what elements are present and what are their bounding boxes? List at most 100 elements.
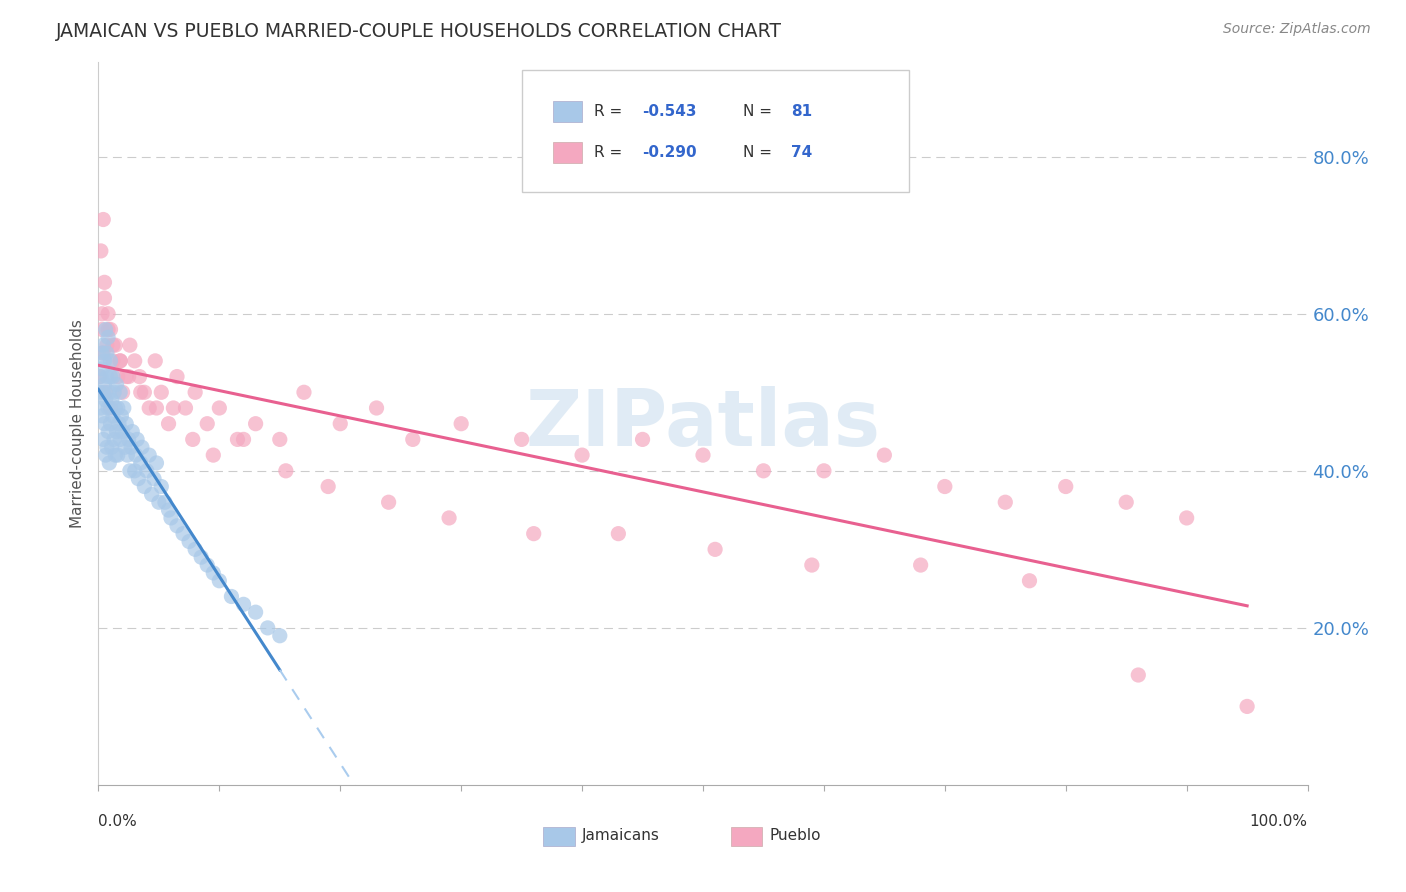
Point: [93, 417, 115, 431]
Point: [631, 433, 654, 447]
Text: Pueblo: Pueblo: [769, 828, 821, 843]
Point: [118, 369, 141, 384]
Point: [96, 440, 118, 454]
Point: [103, 385, 125, 400]
Point: [96, 346, 118, 360]
Point: [166, 369, 188, 384]
Point: [94, 393, 117, 408]
Point: [269, 629, 291, 643]
Point: [97, 401, 120, 415]
Point: [221, 590, 243, 604]
Point: [90, 369, 112, 384]
Point: [157, 417, 180, 431]
Point: [1115, 495, 1137, 509]
Point: [112, 401, 135, 415]
Point: [111, 425, 134, 439]
Point: [96, 338, 118, 352]
Point: [101, 369, 124, 384]
Point: [571, 448, 593, 462]
Point: [692, 448, 714, 462]
Point: [94, 448, 117, 462]
Point: [120, 440, 142, 454]
Point: [100, 401, 122, 415]
Text: 100.0%: 100.0%: [1250, 814, 1308, 829]
Point: [108, 417, 131, 431]
Point: [153, 495, 176, 509]
Point: [704, 542, 727, 557]
Y-axis label: Married-couple Households: Married-couple Households: [69, 319, 84, 528]
Point: [510, 433, 533, 447]
Point: [100, 417, 122, 431]
Point: [117, 448, 139, 462]
Point: [245, 605, 267, 619]
Point: [366, 401, 388, 415]
Point: [256, 621, 278, 635]
Point: [91, 338, 114, 352]
Point: [100, 369, 122, 384]
Point: [107, 369, 129, 384]
Point: [195, 417, 218, 431]
Point: [129, 385, 152, 400]
Point: [118, 433, 141, 447]
Point: [90, 244, 112, 258]
Point: [450, 417, 472, 431]
Text: R =: R =: [595, 104, 627, 119]
Point: [138, 448, 160, 462]
Point: [184, 542, 207, 557]
Point: [143, 472, 166, 486]
Text: 0.0%: 0.0%: [98, 814, 138, 829]
FancyBboxPatch shape: [522, 70, 908, 193]
Text: -0.543: -0.543: [643, 104, 697, 119]
Point: [179, 534, 201, 549]
Text: 81: 81: [792, 104, 813, 119]
Point: [101, 409, 124, 423]
Point: [1175, 511, 1198, 525]
Point: [104, 401, 127, 415]
Text: JAMAICAN VS PUEBLO MARRIED-COUPLE HOUSEHOLDS CORRELATION CHART: JAMAICAN VS PUEBLO MARRIED-COUPLE HOUSEH…: [56, 22, 782, 41]
Point: [145, 401, 167, 415]
Point: [89, 369, 111, 384]
Point: [181, 433, 204, 447]
FancyBboxPatch shape: [553, 143, 582, 163]
Point: [329, 417, 352, 431]
Point: [105, 377, 128, 392]
Point: [104, 448, 127, 462]
Point: [195, 558, 218, 572]
Point: [93, 377, 115, 392]
Point: [128, 369, 150, 384]
Text: N =: N =: [742, 145, 776, 161]
Point: [97, 425, 120, 439]
Point: [108, 354, 131, 368]
Point: [91, 433, 114, 447]
Point: [157, 503, 180, 517]
FancyBboxPatch shape: [543, 827, 575, 846]
Point: [245, 417, 267, 431]
Point: [114, 440, 136, 454]
FancyBboxPatch shape: [731, 827, 762, 846]
Point: [97, 322, 120, 336]
Point: [208, 574, 231, 588]
Point: [107, 401, 129, 415]
Point: [202, 448, 225, 462]
Point: [134, 385, 156, 400]
Point: [94, 322, 117, 336]
Point: [98, 456, 121, 470]
Point: [124, 354, 146, 368]
Point: [125, 448, 148, 462]
Point: [190, 550, 212, 565]
Point: [91, 409, 114, 423]
Point: [103, 433, 125, 447]
Point: [93, 354, 115, 368]
Point: [96, 369, 118, 384]
Point: [1054, 479, 1077, 493]
Point: [162, 401, 184, 415]
Point: [111, 385, 134, 400]
Point: [100, 354, 122, 368]
Point: [150, 479, 173, 493]
Point: [813, 464, 835, 478]
Point: [934, 479, 956, 493]
Point: [91, 346, 114, 360]
Point: [141, 487, 163, 501]
FancyBboxPatch shape: [553, 101, 582, 122]
Point: [91, 307, 114, 321]
